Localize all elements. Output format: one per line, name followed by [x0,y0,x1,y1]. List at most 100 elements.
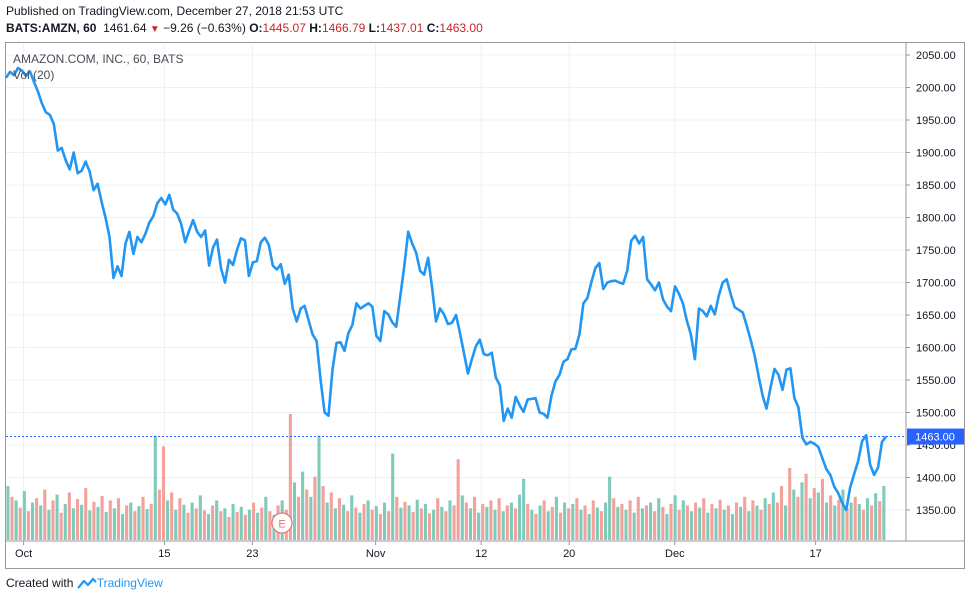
volume-bar [440,506,444,540]
volume-bar [624,509,628,540]
volume-bar [689,511,694,540]
volume-bar [178,498,182,540]
volume-bar [423,504,427,540]
volume-bar [546,511,550,540]
close-label: C: [426,21,440,35]
volume-bar [321,486,325,540]
volume-bar [481,504,485,540]
volume-bar [722,509,726,540]
time-tick-label: Nov [366,548,386,560]
volume-bar [587,514,591,540]
chart-frame [5,42,965,569]
volume-bar [337,498,342,540]
volume-bar [665,514,669,540]
volume-bar [485,506,489,540]
volume-bar [137,506,141,540]
volume-bar [121,514,125,540]
volume-bar [632,512,636,540]
volume-bar [395,496,399,540]
volume-bar [526,504,530,540]
tradingview-logo-icon [76,577,97,589]
volume-bar [841,489,845,540]
volume-bar [88,510,92,540]
time-tick-label: 23 [246,548,258,560]
earnings-marker-group: E [271,512,293,534]
volume-bar [706,512,710,540]
volume-bar [771,492,775,540]
time-tick-label: Dec [665,548,685,560]
volume-bar [75,498,80,540]
volume-bar [669,504,673,540]
volume-bar [501,511,505,540]
volume-bar [96,506,100,540]
volume-bar [518,494,522,540]
volume-bar [309,496,313,540]
volume-bar [563,502,567,540]
volume-bar [14,500,18,540]
volume-bar [595,507,599,540]
volume-bar [419,508,423,540]
price-tick-label: 2000.00 [916,83,956,95]
volume-bar [534,514,538,540]
volume-bar [857,504,861,540]
current-price-badge [907,428,964,445]
price-tick-label: 1900.00 [916,148,956,160]
volume-bar [468,508,473,540]
volume-bar [796,496,800,540]
volume-bar [6,486,10,540]
volume-bar [804,473,808,540]
volume-bar [202,510,206,540]
volume-bar [784,505,788,540]
footer-brand[interactable]: TradingView [96,576,163,590]
volume-bar [808,498,812,540]
symbol: BATS:AMZN, 60 [6,21,97,35]
volume-bar [661,506,665,540]
volume-bar [211,505,215,540]
volume-bar [317,435,321,540]
volume-bar [599,511,603,540]
volume-bar [59,512,63,540]
volume-bar [39,505,43,540]
volume-bar [55,494,59,540]
volume-bar [145,509,149,540]
price-change: −9.26 (−0.63%) [163,21,246,35]
volume-bar [297,496,301,540]
volume-bar [608,476,612,540]
volume-bar [763,498,767,540]
volume-bar [292,482,297,540]
volume-bar [26,511,30,540]
volume-bar [870,505,874,540]
volume-bar [882,486,886,540]
chart-title: AMAZON.COM, INC., 60, BATS [13,52,183,66]
volume-bar [456,459,460,540]
current-price-label: 1463.00 [915,432,955,444]
volume-bar [612,498,616,540]
time-tick-label: 15 [158,548,170,560]
volume-bar [448,500,452,540]
volume-bar [636,496,640,540]
volume-bar [30,502,35,540]
volume-bar [702,498,706,540]
volume-bar [567,508,571,540]
volume-bar [153,435,157,540]
price-tick-label: 1400.00 [916,473,956,485]
volume-bar [591,500,595,540]
volume-bar [505,505,509,540]
volume-bar [775,502,779,540]
volume-bar [166,500,170,540]
footer: Created with TradingView [6,576,163,590]
volume-bar [833,505,837,540]
close-value: 1463.00 [439,21,483,35]
volume-bar [84,488,88,540]
volume-bar [755,505,759,540]
down-arrow-icon: ▼ [149,24,160,35]
volume-bar [493,509,497,540]
price-line [4,66,888,512]
volume-bar [644,505,649,540]
time-tick-label: 12 [475,548,487,560]
price-tick-label: 1750.00 [916,245,956,257]
high-value: 1466.79 [321,21,366,35]
open-label: O: [249,21,263,35]
volume-bar [726,505,730,540]
